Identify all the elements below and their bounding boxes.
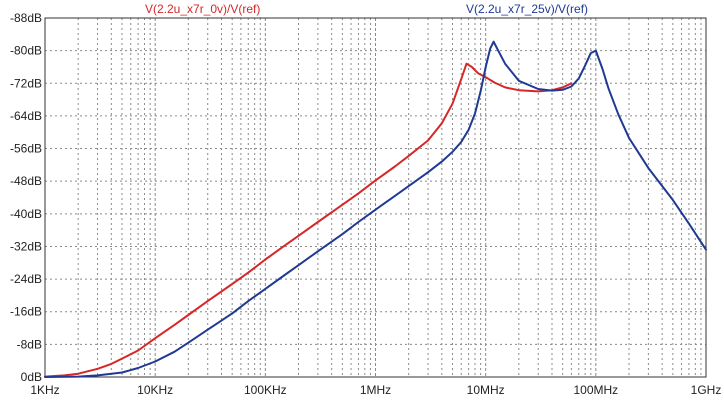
y-tick-label: 0dB [21, 370, 42, 384]
y-tick-label: -8dB [17, 337, 42, 351]
y-tick-label: -16dB [10, 305, 42, 319]
x-tick-label: 10MHz [467, 383, 505, 397]
y-tick-label: -56dB [10, 142, 42, 156]
y-tick-label: -40dB [10, 207, 42, 221]
x-tick-label: 100KHz [244, 383, 287, 397]
series-layer [44, 40, 707, 378]
x-tick-label: 1MHz [360, 383, 391, 397]
x-tick-label: 100MHz [573, 383, 618, 397]
x-tick-label: 10KHz [137, 383, 173, 397]
series-line-1 [44, 40, 707, 378]
plot-frame [44, 17, 707, 378]
legend-series-0: V(2.2u_x7r_0v)/V(ref) [145, 2, 260, 16]
x-tick-label: 1GHz [691, 383, 722, 397]
x-tick-label: 1KHz [30, 383, 59, 397]
series-line-0 [44, 62, 573, 378]
legend: V(2.2u_x7r_0v)/V(ref) V(2.2u_x7r_25v)/V(… [145, 2, 588, 16]
legend-series-1: V(2.2u_x7r_25v)/V(ref) [466, 2, 588, 16]
y-tick-label: -48dB [10, 174, 42, 188]
y-tick-label: -72dB [10, 76, 42, 90]
y-tick-label: -24dB [10, 272, 42, 286]
y-tick-label: -64dB [10, 109, 42, 123]
tick-labels: 0dB -8dB -16dB -24dB -32dB -40dB -48dB -56dB -64… [10, 11, 721, 397]
y-tick-label: -32dB [10, 239, 42, 253]
y-tick-label: -88dB [10, 11, 42, 25]
y-tick-label: -80dB [10, 44, 42, 58]
